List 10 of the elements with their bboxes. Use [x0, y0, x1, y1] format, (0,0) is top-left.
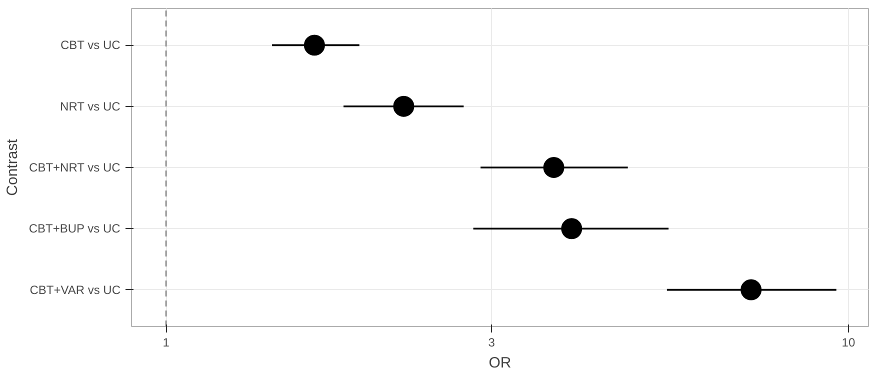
x-tick-label: 10 [842, 336, 856, 350]
y-axis-title: Contrast [4, 138, 21, 196]
y-tick-label: CBT+VAR vs UC [30, 282, 121, 297]
y-tick-label: CBT vs UC [60, 38, 121, 52]
y-tick-label: CBT+BUP vs UC [28, 222, 121, 236]
x-axis-title: OR [488, 354, 512, 372]
y-tick-label: CBT+NRT vs UC [29, 160, 121, 174]
x-tick-label: 3 [488, 336, 496, 350]
x-tick-label: 1 [162, 336, 170, 350]
y-tick-label: NRT vs UC [60, 99, 121, 114]
